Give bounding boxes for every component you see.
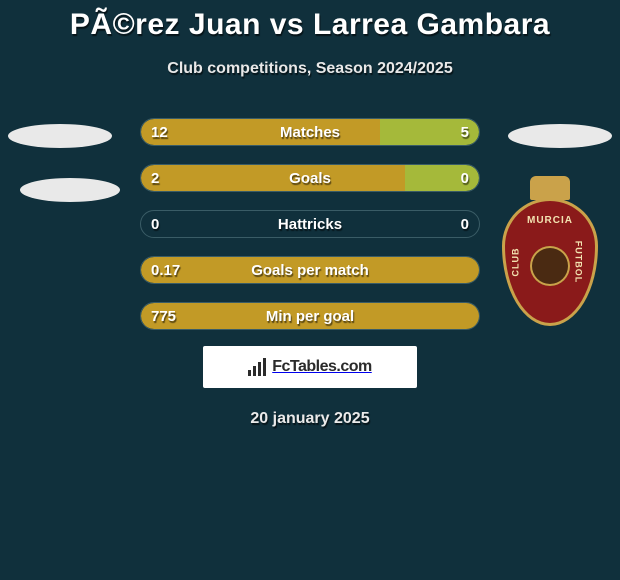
player-left-silhouette-2 xyxy=(20,178,120,202)
stat-right-value: 5 xyxy=(461,119,469,146)
stat-row-hattricks: 0 Hattricks 0 xyxy=(140,210,480,238)
club-crest: MURCIA CLUB FUTBOL xyxy=(502,178,598,326)
stat-label: Goals per match xyxy=(141,257,479,284)
stat-right-value: 0 xyxy=(461,211,469,238)
shield-icon: MURCIA CLUB FUTBOL xyxy=(502,198,598,326)
stat-row-goals: 2 Goals 0 xyxy=(140,164,480,192)
ball-icon xyxy=(530,246,570,286)
snapshot-date: 20 january 2025 xyxy=(0,410,620,428)
stat-row-goals-per-match: 0.17 Goals per match xyxy=(140,256,480,284)
bars-icon xyxy=(248,358,266,376)
stat-label: Min per goal xyxy=(141,303,479,330)
stat-label: Goals xyxy=(141,165,479,192)
stat-row-matches: 12 Matches 5 xyxy=(140,118,480,146)
player-right-silhouette-1 xyxy=(508,124,612,148)
stat-row-min-per-goal: 775 Min per goal xyxy=(140,302,480,330)
crown-icon xyxy=(530,176,570,200)
stat-label: Matches xyxy=(141,119,479,146)
stat-right-value: 0 xyxy=(461,165,469,192)
page-title: PÃ©rez Juan vs Larrea Gambara xyxy=(0,0,620,42)
crest-left-text: CLUB xyxy=(511,248,521,277)
crest-right-text: FUTBOL xyxy=(573,241,583,284)
stat-label: Hattricks xyxy=(141,211,479,238)
season-subtitle: Club competitions, Season 2024/2025 xyxy=(0,60,620,78)
brand-text: FcTables.com xyxy=(272,358,372,376)
stats-container: 12 Matches 5 2 Goals 0 0 Hattricks 0 0.1… xyxy=(140,118,480,330)
crest-top-text: MURCIA xyxy=(515,215,585,226)
player-left-silhouette-1 xyxy=(8,124,112,148)
fctables-badge[interactable]: FcTables.com xyxy=(203,346,417,388)
